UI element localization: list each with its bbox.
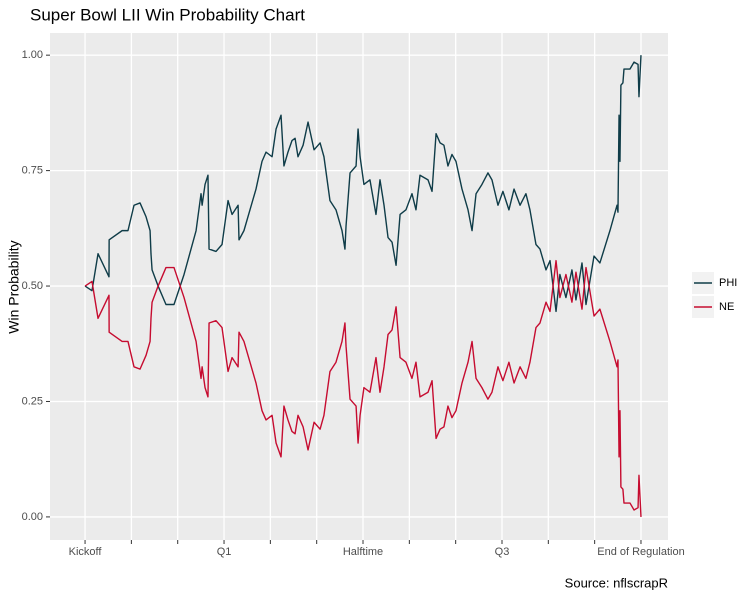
source: Source: nflscrapR: [565, 575, 668, 590]
line: [84, 259, 642, 517]
y-tick-label: 0.00: [22, 511, 43, 523]
x-tick-label: End of Regulation: [597, 546, 684, 558]
legend-label: PHI: [719, 277, 737, 289]
x-tick-label: Kickoff: [69, 546, 103, 558]
x-tick-label: Halftime: [343, 546, 383, 558]
y-tick-label: 0.25: [22, 395, 43, 407]
y-tick-label: 1.00: [22, 49, 43, 61]
y-tick-label: 0.50: [22, 280, 43, 292]
y-tick-label: 0.75: [22, 165, 43, 177]
y-axis-label: Win Probability: [6, 240, 22, 333]
x-tick-label: Q1: [217, 546, 232, 558]
chart-title: Super Bowl LII Win Probability Chart: [30, 5, 305, 24]
x-tick-label: Q3: [495, 546, 510, 558]
legend-label: NE: [719, 301, 734, 313]
line: [84, 55, 642, 313]
